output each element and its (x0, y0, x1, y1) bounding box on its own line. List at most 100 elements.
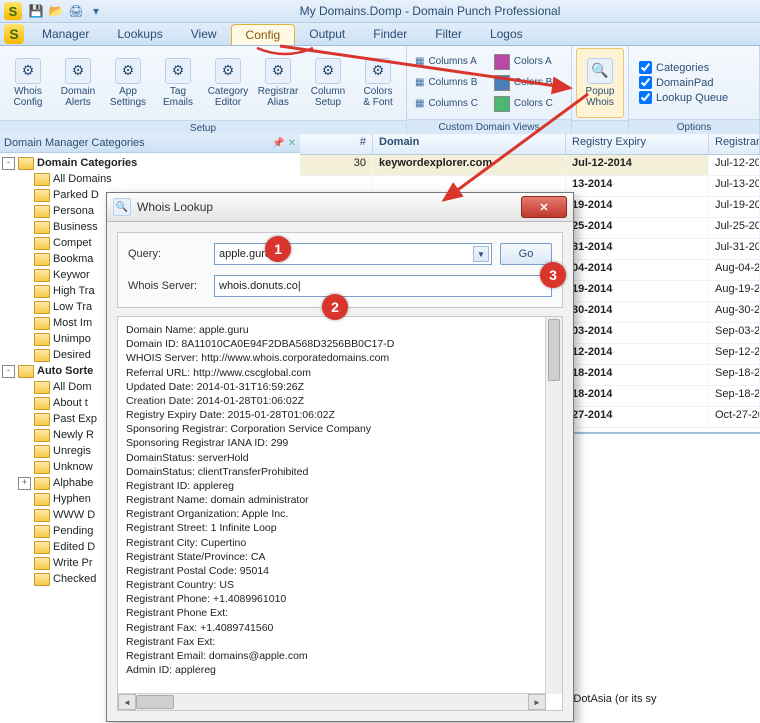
results-vscroll[interactable] (545, 317, 562, 694)
ribbon-group-options: CategoriesDomainPadLookup Queue Options (629, 46, 760, 136)
menu-tab-filter[interactable]: Filter (421, 24, 476, 45)
colors-font-icon: ⚙ (365, 58, 391, 84)
query-label: Query: (128, 248, 206, 260)
columns-option[interactable]: ▦Columns A (411, 52, 482, 72)
dialog-titlebar[interactable]: 🔍 Whois Lookup ✕ (107, 193, 573, 222)
registrar-alias-icon: ⚙ (265, 58, 291, 84)
vscroll-thumb[interactable] (548, 319, 560, 381)
menu-tab-manager[interactable]: Manager (28, 24, 103, 45)
results-hscroll[interactable]: ◄ ► (118, 693, 546, 710)
print-icon[interactable]: 🖨 (68, 3, 84, 19)
folder-icon (34, 333, 50, 346)
folder-icon (34, 541, 50, 554)
qat-dropdown-icon[interactable]: ▾ (88, 3, 104, 19)
colors-list: Colors AColors BColors C (490, 52, 557, 114)
server-value: whois.donuts.co| (219, 280, 301, 292)
folder-icon (34, 493, 50, 506)
col-registrar-expiry[interactable]: Registrar E (709, 134, 760, 154)
ribbon-group-setup: ⚙WhoisConfig⚙DomainAlerts⚙AppSettings⚙Ta… (0, 46, 407, 136)
whois-lookup-dialog: 🔍 Whois Lookup ✕ Query: apple.guru ▼ Go … (106, 192, 574, 722)
folder-icon (34, 477, 50, 490)
quick-access-toolbar: 💾 📂 🖨 ▾ (28, 3, 104, 19)
folder-icon (34, 237, 50, 250)
ribbon-group-views: ▦Columns A▦Columns B▦Columns C Colors AC… (407, 46, 572, 136)
folder-icon (34, 285, 50, 298)
titlebar: S 💾 📂 🖨 ▾ My Domains.Domp - Domain Punch… (0, 0, 760, 23)
colors-option[interactable]: Colors A (490, 52, 557, 72)
folder-icon (34, 301, 50, 314)
folder-icon (34, 205, 50, 218)
folder-icon (34, 381, 50, 394)
colors-font-button[interactable]: ⚙Colors& Font (354, 48, 402, 118)
dialog-title: Whois Lookup (137, 200, 521, 214)
menu-tab-finder[interactable]: Finder (359, 24, 421, 45)
menu-tab-view[interactable]: View (177, 24, 231, 45)
category-editor-icon: ⚙ (215, 58, 241, 84)
folder-icon (34, 253, 50, 266)
option-lookup-queue[interactable]: Lookup Queue (639, 91, 728, 104)
folder-icon (34, 509, 50, 522)
category-panel-title: Domain Manager Categories (4, 137, 145, 149)
correction-underline (255, 45, 315, 55)
category-editor-button[interactable]: ⚙CategoryEditor (204, 48, 252, 118)
folder-icon (34, 445, 50, 458)
columns-option[interactable]: ▦Columns B (411, 73, 482, 93)
app-settings-button[interactable]: ⚙AppSettings (104, 48, 152, 118)
go-button[interactable]: Go (500, 243, 552, 265)
tag-emails-button[interactable]: ⚙TagEmails (154, 48, 202, 118)
whois-config-button[interactable]: ⚙WhoisConfig (4, 48, 52, 118)
popup-whois-button[interactable]: 🔍 Popup Whois (576, 48, 624, 118)
menu-tab-logos[interactable]: Logos (476, 24, 537, 45)
option-domainpad[interactable]: DomainPad (639, 76, 728, 89)
column-setup-icon: ⚙ (315, 58, 341, 84)
whois-results: Domain Name: apple.guru Domain ID: 8A110… (117, 316, 563, 711)
query-input[interactable]: apple.guru ▼ (214, 243, 492, 265)
menu-tab-lookups[interactable]: Lookups (103, 24, 176, 45)
registrar-alias-button[interactable]: ⚙RegistrarAlias (254, 48, 302, 118)
colors-option[interactable]: Colors B (490, 73, 557, 93)
table-row[interactable]: 30keywordexplorer.comJul-12-2014Jul-12-2… (300, 155, 760, 176)
tree-node[interactable]: All Domains (2, 171, 300, 187)
popup-whois-label: Popup Whois (577, 86, 623, 108)
menu-tab-output[interactable]: Output (295, 24, 359, 45)
ribbon: ⚙WhoisConfig⚙DomainAlerts⚙AppSettings⚙Ta… (0, 46, 760, 137)
tree-expander-icon[interactable]: - (2, 157, 15, 170)
folder-icon (34, 461, 50, 474)
columns-option[interactable]: ▦Columns C (411, 94, 482, 114)
col-domain[interactable]: Domain (373, 134, 566, 154)
col-index[interactable]: # (300, 134, 373, 154)
columns-list: ▦Columns A▦Columns B▦Columns C (411, 52, 482, 114)
server-input[interactable]: whois.donuts.co| (214, 275, 552, 297)
folder-icon (34, 317, 50, 330)
hscroll-track[interactable] (136, 695, 528, 709)
ribbon-group-popup: 🔍 Popup Whois (572, 46, 629, 136)
option-categories[interactable]: Categories (639, 61, 728, 74)
open-icon[interactable]: 📂 (48, 3, 64, 19)
dialog-icon: 🔍 (113, 198, 131, 216)
combo-arrow-icon[interactable]: ▼ (473, 246, 489, 262)
hscroll-right-icon[interactable]: ► (528, 694, 546, 710)
column-setup-button[interactable]: ⚙ColumnSetup (304, 48, 352, 118)
dialog-close-button[interactable]: ✕ (521, 196, 567, 218)
category-panel-header: Domain Manager Categories 📌 ✕ (0, 134, 300, 153)
whois-config-icon: ⚙ (15, 58, 41, 84)
tree-expander-icon[interactable]: + (18, 477, 31, 490)
folder-icon (34, 413, 50, 426)
menu-tab-config[interactable]: Config (231, 24, 296, 45)
col-registry-expiry[interactable]: Registry Expiry (566, 134, 709, 154)
tree-node[interactable]: -Domain Categories (2, 155, 300, 171)
colors-option[interactable]: Colors C (490, 94, 557, 114)
folder-icon (34, 189, 50, 202)
callout-badge-3: 3 (540, 262, 566, 288)
tree-expander-icon[interactable]: - (2, 365, 15, 378)
hscroll-left-icon[interactable]: ◄ (118, 694, 136, 710)
server-label: Whois Server: (128, 280, 206, 292)
domain-alerts-button[interactable]: ⚙DomainAlerts (54, 48, 102, 118)
hscroll-thumb[interactable] (136, 695, 174, 709)
panel-pin-icons[interactable]: 📌 ✕ (272, 138, 296, 149)
app-menu-icon[interactable]: S (0, 23, 28, 45)
folder-icon (18, 365, 34, 378)
folder-icon (34, 269, 50, 282)
whois-results-text[interactable]: Domain Name: apple.guru Domain ID: 8A110… (118, 317, 562, 710)
save-icon[interactable]: 💾 (28, 3, 44, 19)
